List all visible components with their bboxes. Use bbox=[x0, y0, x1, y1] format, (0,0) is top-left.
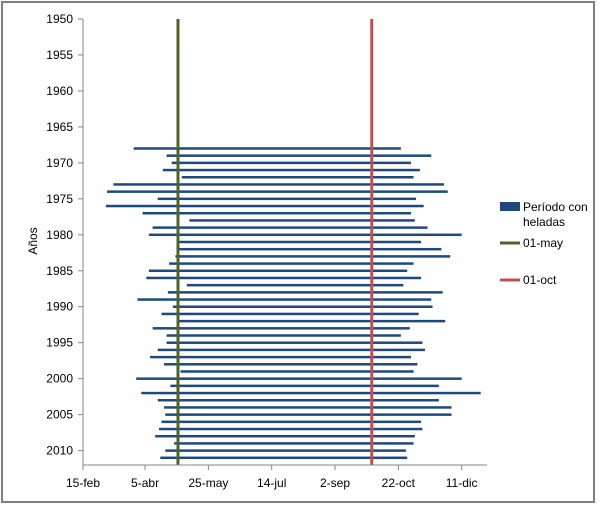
chart-frame: 1950 1955 1960 1965 1970 1975 1980 1985 1990 1995… bbox=[1, 1, 595, 503]
frost-bar-1989 bbox=[137, 298, 432, 301]
legend-label-0-0: Período con bbox=[523, 200, 588, 214]
frost-bar-2005 bbox=[165, 413, 452, 416]
y-tick-label-2005: 2005 bbox=[46, 408, 73, 422]
y-tick-label-1960: 1960 bbox=[46, 84, 73, 98]
frost-bar-2008 bbox=[155, 434, 415, 438]
frost-bar-2006 bbox=[161, 420, 422, 424]
x-tick-labels: 15-feb 5-abr 25-may 14-jul 2-sep 22-oct 11-dic bbox=[66, 476, 478, 490]
x-tick-label-22-oct: 22-oct bbox=[382, 476, 416, 490]
frost-bar-1968 bbox=[133, 147, 401, 150]
y-tick-label-1980: 1980 bbox=[46, 228, 73, 242]
frost-bar-1973 bbox=[113, 183, 444, 186]
frost-bar-1985 bbox=[148, 269, 408, 273]
y-tick-label-1950: 1950 bbox=[46, 12, 73, 26]
frost-bar-1977 bbox=[142, 211, 412, 215]
x-tick-label-11-dic: 11-dic bbox=[446, 476, 478, 490]
frost-bar-1969 bbox=[166, 154, 432, 157]
frost-bar-1994 bbox=[166, 334, 401, 337]
frost-bar-2002 bbox=[141, 391, 481, 395]
x-tick-label-14-jul: 14-jul bbox=[257, 476, 286, 490]
frost-bar-1991 bbox=[161, 312, 419, 316]
frost-bar-1975 bbox=[157, 197, 417, 201]
axes bbox=[78, 18, 487, 470]
frost-bar-1980 bbox=[148, 233, 462, 237]
legend-label-0-1: heladas bbox=[523, 215, 565, 229]
frost-bar-1995 bbox=[166, 341, 423, 344]
y-tick-label-1970: 1970 bbox=[46, 156, 73, 170]
reference-lines bbox=[176, 19, 374, 465]
x-tick-label-2-sep: 2-sep bbox=[320, 476, 350, 490]
legend-swatch-heladas bbox=[500, 202, 520, 211]
y-tick-label-1955: 1955 bbox=[46, 48, 73, 62]
frost-bar-1983 bbox=[175, 255, 451, 258]
chart-svg: 1950 1955 1960 1965 1970 1975 1980 1985 1990 1995… bbox=[26, 12, 588, 490]
frost-bar-1974 bbox=[107, 190, 448, 193]
frost-bar-2000 bbox=[136, 377, 462, 380]
legend-label-1-0: 01-may bbox=[523, 236, 563, 250]
frost-bar-1993 bbox=[152, 327, 410, 330]
frost-bar-1998 bbox=[164, 363, 418, 366]
y-tick-labels: 1950 1955 1960 1965 1970 1975 1980 1985 1990 1995… bbox=[46, 12, 73, 458]
frost-bar-1976 bbox=[105, 204, 424, 208]
frost-bar-2003 bbox=[157, 399, 439, 402]
frost-bar-1990 bbox=[172, 305, 433, 308]
legend-label-2-0: 01-oct bbox=[523, 273, 557, 287]
frost-bar-2004 bbox=[164, 406, 452, 409]
y-tick-label-1990: 1990 bbox=[46, 300, 73, 314]
frost-bar-1971 bbox=[162, 168, 420, 172]
frost-bar-2001 bbox=[170, 384, 439, 388]
frost-bar-1999 bbox=[180, 370, 414, 373]
frost-bar-1987 bbox=[186, 283, 404, 287]
frost-bar-1970 bbox=[171, 161, 412, 165]
frost-bar-1986 bbox=[146, 276, 422, 280]
y-tick-label-2000: 2000 bbox=[46, 372, 73, 386]
x-tick-label-5-abr: 5-abr bbox=[131, 476, 159, 490]
frost-bar-1997 bbox=[150, 355, 412, 359]
y-tick-label-2010: 2010 bbox=[46, 444, 73, 458]
frost-bars bbox=[105, 147, 481, 460]
frost-bar-1979 bbox=[152, 226, 428, 229]
frost-bar-2007 bbox=[158, 427, 423, 431]
y-tick-label-1985: 1985 bbox=[46, 264, 73, 278]
frost-bar-1984 bbox=[169, 262, 414, 265]
y-tick-label-1965: 1965 bbox=[46, 120, 73, 134]
frost-bar-1978 bbox=[189, 219, 415, 222]
x-tick-label-25-may: 25-may bbox=[188, 476, 228, 490]
frost-bar-2010 bbox=[165, 449, 406, 452]
frost-bar-1996 bbox=[157, 348, 425, 352]
frost-bar-2011 bbox=[160, 456, 408, 460]
y-tick-label-1975: 1975 bbox=[46, 192, 73, 206]
y-tick-label-1995: 1995 bbox=[46, 336, 73, 350]
frost-bar-1982 bbox=[177, 247, 442, 251]
frost-bar-1972 bbox=[181, 176, 414, 179]
frost-bar-1992 bbox=[177, 319, 446, 323]
frost-bar-1981 bbox=[176, 240, 422, 244]
y-axis-label: Años bbox=[26, 227, 40, 254]
x-tick-label-15-feb: 15-feb bbox=[66, 476, 100, 490]
frost-bar-1988 bbox=[167, 291, 443, 294]
frost-bar-2009 bbox=[174, 442, 414, 445]
